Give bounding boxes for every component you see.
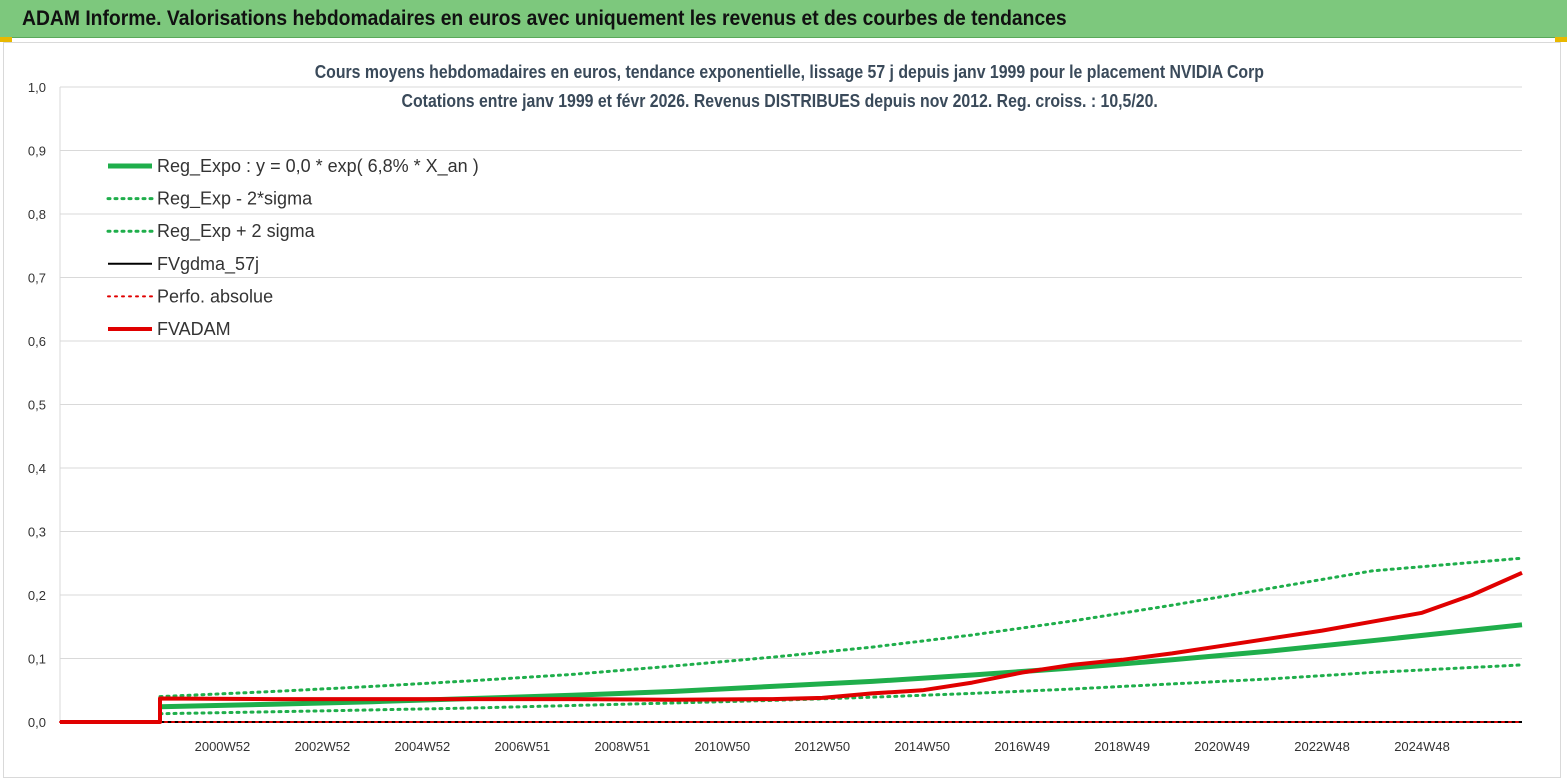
series-line-2 <box>158 556 1524 699</box>
x-tick-label: 2008W51 <box>594 739 650 754</box>
y-tick-label: 0,9 <box>28 144 46 159</box>
y-tick-label: 0,5 <box>28 398 46 413</box>
series-layer <box>59 556 1524 724</box>
legend-label: FVgdma_57j <box>157 254 259 275</box>
x-tick-label: 2006W51 <box>495 739 551 754</box>
x-tick-label: 2012W50 <box>794 739 850 754</box>
chart-subtitle-text: Cotations entre janv 1999 et févr 2026. … <box>401 91 1159 111</box>
x-tick-label: 2022W48 <box>1294 739 1350 754</box>
grid-layer <box>60 86 1522 723</box>
x-tick-label: 2020W49 <box>1194 739 1250 754</box>
y-tick-label: 0,4 <box>28 461 46 476</box>
x-tick-label: 2018W49 <box>1094 739 1150 754</box>
x-tick-label: 2004W52 <box>395 739 451 754</box>
series-line-1 <box>158 663 1524 716</box>
x-tick-label: 2016W49 <box>994 739 1050 754</box>
y-tick-label: 0,2 <box>28 588 46 603</box>
x-tick-label: 2000W52 <box>195 739 251 754</box>
legend-label: Reg_Exp - 2*sigma <box>157 189 313 210</box>
y-tick-label: 0,6 <box>28 334 46 349</box>
corner-marker-right <box>1555 37 1567 42</box>
y-tick-label: 1,0 <box>28 80 46 95</box>
legend-label: Reg_Exp + 2 sigma <box>157 221 316 242</box>
x-tick-label: 2010W50 <box>694 739 750 754</box>
legend-label: Reg_Expo : y = 0,0 * exp( 6,8% * X_an ) <box>157 156 479 177</box>
y-tick-label: 0,0 <box>28 715 46 730</box>
report-title: ADAM Informe. Valorisations hebdomadaire… <box>22 7 1067 30</box>
legend-layer: Reg_Expo : y = 0,0 * exp( 6,8% * X_an ) R… <box>106 156 479 339</box>
series-line-5 <box>60 570 1523 724</box>
x-tick-label: 2014W50 <box>894 739 950 754</box>
series-line-0 <box>159 622 1523 710</box>
chart-subtitle: Cotations entre janv 1999 et févr 2026. … <box>250 91 1310 112</box>
legend-label: Perfo. absolue <box>157 286 273 306</box>
chart-title: Cours moyens hebdomadaires en euros, ten… <box>250 62 1310 83</box>
report-header: ADAM Informe. Valorisations hebdomadaire… <box>0 0 1567 38</box>
y-tick-label: 0,1 <box>28 652 46 667</box>
x-tick-label: 2024W48 <box>1394 739 1450 754</box>
y-tick-label: 0,7 <box>28 271 46 286</box>
y-tick-label: 0,8 <box>28 207 46 222</box>
legend-label: FVADAM <box>157 319 231 339</box>
corner-marker-left <box>0 37 12 42</box>
chart-title-text: Cours moyens hebdomadaires en euros, ten… <box>314 62 1264 82</box>
axis-layer: 0,0 0,1 0,2 0,3 0,4 0,5 0,6 0,7 0,8 0,9 1,0 2000W52… <box>28 80 1450 754</box>
y-tick-label: 0,3 <box>28 525 46 540</box>
x-tick-label: 2002W52 <box>295 739 351 754</box>
